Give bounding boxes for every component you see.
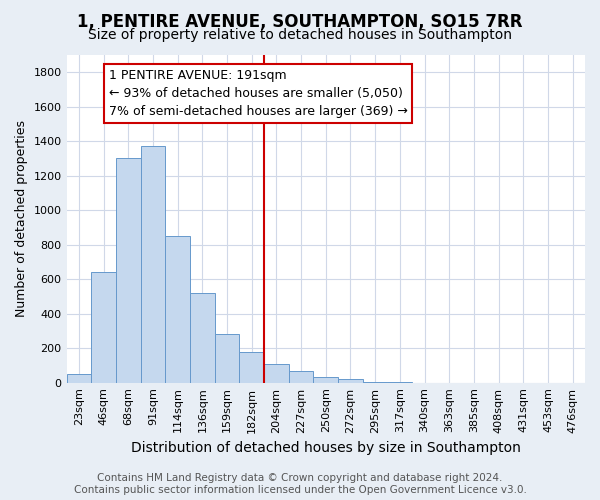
Bar: [116, 158, 140, 382]
Text: 1 PENTIRE AVENUE: 191sqm
← 93% of detached houses are smaller (5,050)
7% of semi: 1 PENTIRE AVENUE: 191sqm ← 93% of detach…: [109, 69, 407, 118]
Bar: [313, 376, 338, 382]
Bar: [91, 272, 116, 382]
Bar: [338, 379, 363, 382]
Bar: [239, 352, 264, 382]
X-axis label: Distribution of detached houses by size in Southampton: Distribution of detached houses by size …: [131, 441, 521, 455]
Bar: [264, 364, 289, 382]
Bar: [215, 334, 239, 382]
Y-axis label: Number of detached properties: Number of detached properties: [15, 120, 28, 318]
Bar: [67, 374, 91, 382]
Bar: [140, 146, 165, 382]
Text: Size of property relative to detached houses in Southampton: Size of property relative to detached ho…: [88, 28, 512, 42]
Bar: [165, 236, 190, 382]
Bar: [289, 370, 313, 382]
Text: 1, PENTIRE AVENUE, SOUTHAMPTON, SO15 7RR: 1, PENTIRE AVENUE, SOUTHAMPTON, SO15 7RR: [77, 12, 523, 30]
Text: Contains HM Land Registry data © Crown copyright and database right 2024.
Contai: Contains HM Land Registry data © Crown c…: [74, 474, 526, 495]
Bar: [190, 293, 215, 382]
